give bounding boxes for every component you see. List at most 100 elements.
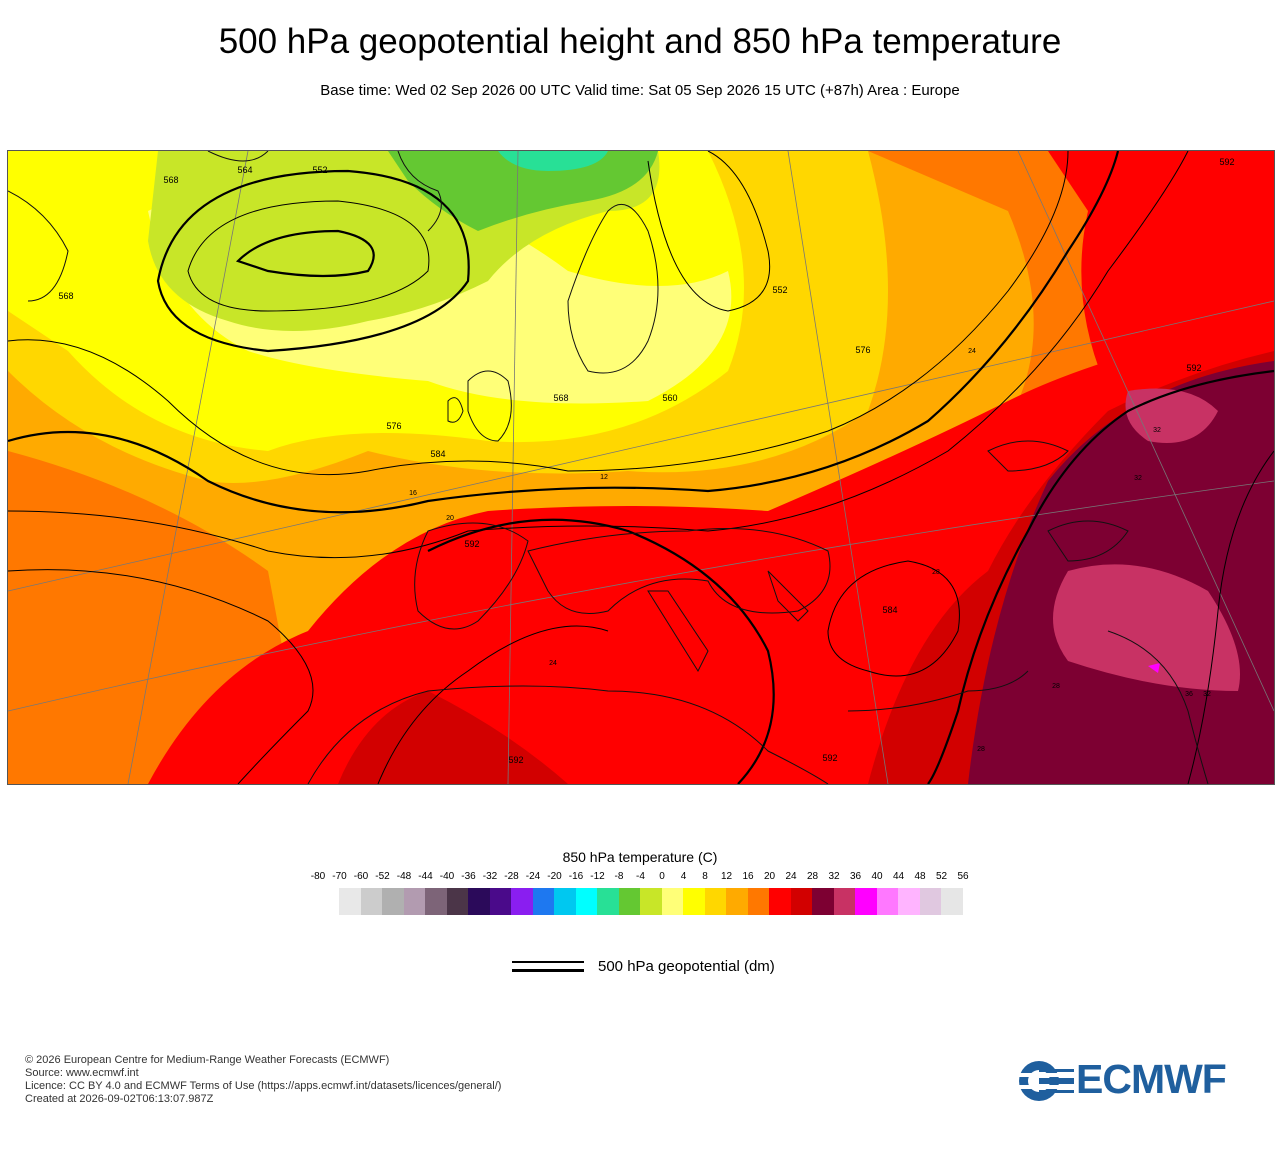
legend-tick-label: 12 [720, 871, 733, 882]
temperature-label: 20 [446, 515, 454, 522]
legend-tick-label: 52 [935, 871, 948, 882]
legend-tick-label: 20 [763, 871, 776, 882]
temperature-label: 24 [968, 348, 976, 355]
contour-label: 592 [822, 753, 837, 763]
legend-swatch [898, 888, 920, 915]
legend-swatch [425, 888, 447, 915]
temperature-label: 28 [977, 746, 985, 753]
legend-tick-label: -80 [310, 871, 326, 882]
legend-swatch [532, 888, 555, 915]
contour-label: 552 [772, 285, 787, 295]
footer-credits: © 2026 European Centre for Medium-Range … [25, 1054, 501, 1106]
legend-swatch [575, 888, 598, 915]
legend-tick-label: 0 [659, 871, 665, 882]
contour-label: 592 [1186, 363, 1201, 373]
legend-tick-label: -4 [636, 871, 645, 882]
legend-tick-label: -8 [614, 871, 624, 882]
legend-swatch [855, 888, 877, 915]
legend-swatch [468, 888, 490, 915]
contour-legend: 500 hPa geopotential (dm) [512, 958, 912, 978]
legend-swatch [876, 888, 899, 915]
legend-swatch [769, 888, 791, 915]
contour-label: 592 [508, 755, 523, 765]
contour-label: 576 [386, 421, 401, 431]
legend-swatch [382, 888, 404, 915]
legend-swatch [661, 888, 684, 915]
legend-tick-label: 36 [849, 871, 862, 882]
temperature-zone-magenta [1148, 663, 1160, 673]
contour-label: 576 [855, 345, 870, 355]
temperature-label: 36 [1185, 691, 1193, 698]
legend-swatch [554, 888, 576, 915]
chart-title: 500 hPa geopotential height and 850 hPa … [218, 22, 1062, 61]
legend-colorbar [339, 888, 963, 915]
geopotential-contours [8, 151, 1274, 784]
legend-swatch [941, 888, 963, 915]
legend-swatch [726, 888, 748, 915]
legend-tick-label: 56 [957, 871, 969, 882]
legend-tick-label: -20 [547, 871, 562, 882]
contour-label: 592 [1219, 157, 1234, 167]
contour-label: 568 [163, 175, 178, 185]
contour-line-sample [512, 961, 584, 972]
legend-swatch [640, 888, 662, 915]
legend-tick-label: -36 [461, 871, 476, 882]
legend-swatch [403, 888, 426, 915]
ecmwf-logo-text: ECMWF [1076, 1056, 1227, 1102]
legend-tick-label: 8 [702, 871, 708, 882]
legend-tick-label: 48 [914, 871, 926, 882]
contour-label: 564 [237, 165, 252, 175]
legend-swatch [339, 888, 361, 915]
legend-title: 850 hPa temperature (C) [562, 849, 718, 865]
temperature-label: 32 [1153, 427, 1161, 434]
temperature-label: 28 [932, 569, 940, 576]
temperature-zone-crimson [1053, 564, 1240, 691]
forecast-map: 568 564 552 568 552 576 560 568 576 584 … [7, 150, 1275, 785]
legend-tick-label: 40 [871, 871, 883, 882]
legend-tick-label: -48 [396, 871, 412, 882]
legend-tick-label: -24 [525, 871, 541, 882]
legend-swatch [790, 888, 813, 915]
created-line: Created at 2026-09-02T06:13:07.987Z [25, 1093, 214, 1105]
temperature-zone-teal [498, 151, 608, 171]
legend-tick-label: 44 [892, 871, 905, 882]
chart-subtitle: Base time: Wed 02 Sep 2026 00 UTC Valid … [320, 82, 960, 99]
legend-swatch [489, 888, 512, 915]
legend-tick-label: -70 [332, 871, 347, 882]
contour-legend-label: 500 hPa geopotential (dm) [598, 958, 775, 975]
contour-labels: 568 564 552 568 552 576 560 568 576 584 … [58, 157, 1234, 765]
legend-swatch [747, 888, 770, 915]
legend-tick-label: 4 [680, 871, 687, 882]
source-line: Source: www.ecmwf.int [25, 1067, 139, 1079]
temperature-label: 12 [600, 474, 608, 481]
licence-line: Licence: CC BY 4.0 and ECMWF Terms of Us… [25, 1080, 502, 1092]
legend-swatch [812, 888, 834, 915]
legend-tick-label: -40 [439, 871, 455, 882]
legend-tick-label: -52 [375, 871, 390, 882]
contour-label: 584 [882, 605, 897, 615]
ecmwf-logo-icon [1018, 1061, 1074, 1101]
legend-swatch [360, 888, 383, 915]
legend-swatch [683, 888, 705, 915]
contour-label: 568 [553, 393, 568, 403]
temperature-zone-green [388, 151, 658, 231]
legend-tick-label: -12 [590, 871, 605, 882]
ecmwf-logo: ECMWF [1018, 1056, 1258, 1102]
legend-tick-label: -28 [504, 871, 519, 882]
legend-swatch [833, 888, 856, 915]
temperature-zone-red-northeast [1048, 151, 1274, 391]
legend-swatch [704, 888, 727, 915]
legend-tick-label: -32 [482, 871, 498, 882]
contour-label: 552 [312, 165, 327, 175]
legend-swatch [597, 888, 619, 915]
legend-ticks: -80 -70 -60 -52 -48 -44 -40 -36 -32 -28 -24 -20 -16-… [0, 871, 1280, 885]
legend-swatch [511, 888, 533, 915]
legend-tick-label: -16 [568, 871, 584, 882]
legend-swatch [618, 888, 641, 915]
map-canvas: 568 564 552 568 552 576 560 568 576 584 … [8, 151, 1274, 784]
temperature-label: 32 [1203, 691, 1211, 698]
legend-swatch [446, 888, 469, 915]
contour-label: 560 [662, 393, 677, 403]
temperature-label: 28 [1052, 683, 1060, 690]
temperature-zone-darkred-africa [338, 691, 568, 784]
